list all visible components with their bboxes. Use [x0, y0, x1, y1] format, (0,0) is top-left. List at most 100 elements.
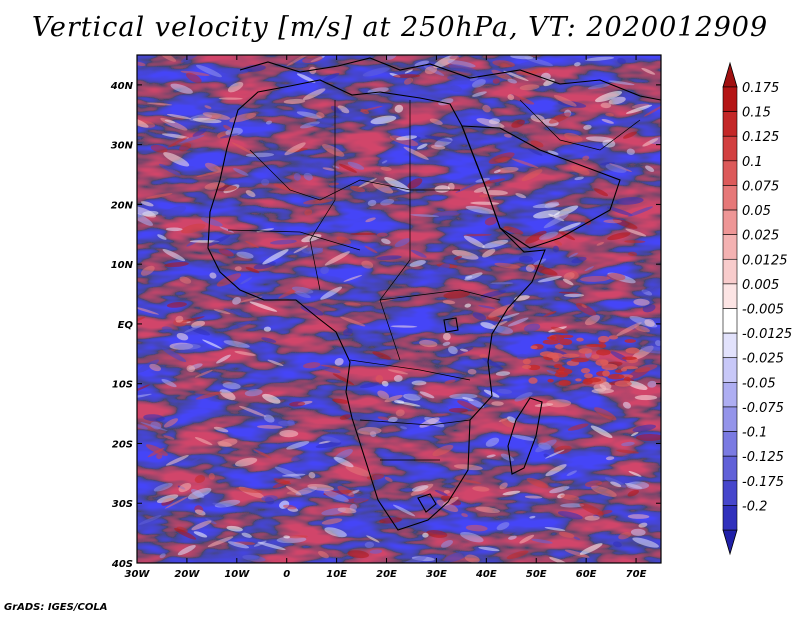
velocity-patch [558, 222, 581, 232]
colorbar-label: 0.005 [742, 278, 779, 293]
velocity-patch [140, 201, 154, 207]
velocity-patch [278, 420, 296, 427]
velocity-patch [571, 256, 587, 264]
velocity-patch [597, 509, 613, 515]
velocity-patch [161, 133, 189, 139]
velocity-patch [634, 364, 658, 373]
velocity-patch [267, 359, 284, 367]
velocity-patch [449, 85, 462, 92]
velocity-patch [594, 90, 623, 103]
velocity-patch [303, 88, 326, 101]
velocity-patch [632, 424, 657, 433]
velocity-patch [410, 214, 440, 217]
velocity-patch [361, 260, 374, 269]
colorbar-swatch [722, 160, 738, 186]
velocity-patch [465, 205, 496, 214]
colorbar-label: -0.1 [742, 426, 767, 441]
velocity-patch [179, 276, 192, 284]
velocity-patch [544, 526, 566, 531]
velocity-patch [462, 397, 474, 402]
velocity-patch [626, 481, 650, 490]
velocity-patch [387, 416, 398, 423]
velocity-patch [532, 203, 560, 209]
velocity-patch [553, 95, 577, 107]
velocity-patch [586, 343, 603, 347]
plot-frame [136, 54, 662, 564]
lon-tick-label: 20W [174, 569, 200, 580]
velocity-patch [564, 549, 590, 558]
velocity-patch [291, 286, 314, 294]
lon-tick-label: 10W [224, 569, 250, 580]
velocity-patch [364, 541, 375, 549]
velocity-patch [510, 55, 534, 60]
velocity-patch [261, 495, 278, 502]
velocity-patch [628, 471, 642, 477]
velocity-patch [634, 325, 650, 333]
velocity-patch [395, 409, 405, 417]
velocity-patch [434, 185, 450, 193]
velocity-patch [518, 255, 534, 263]
velocity-patch [153, 482, 173, 492]
velocity-patch [587, 83, 612, 90]
velocity-patch [249, 301, 278, 312]
velocity-patch [409, 260, 426, 267]
colorbar-label: 0.0125 [742, 253, 788, 268]
velocity-patch [142, 210, 159, 217]
velocity-patch [375, 375, 384, 383]
velocity-patch [419, 391, 435, 399]
velocity-patch [600, 102, 612, 109]
velocity-patch [610, 481, 622, 488]
velocity-patch [591, 388, 615, 394]
velocity-patch [389, 135, 419, 146]
velocity-patch [163, 418, 179, 428]
velocity-patch [553, 205, 579, 218]
velocity-patch [228, 541, 250, 549]
velocity-patch [444, 379, 456, 384]
velocity-patch [137, 316, 146, 323]
velocity-patch [387, 369, 409, 375]
colorbar-label: -0.025 [742, 352, 784, 367]
border-line [349, 359, 471, 381]
velocity-patch [149, 363, 161, 372]
velocity-patch [328, 182, 340, 186]
colorbar-swatch [722, 234, 738, 260]
velocity-patch [560, 503, 585, 508]
velocity-patch [189, 457, 201, 464]
velocity-patch [453, 255, 463, 260]
colorbar-label: 0.05 [742, 204, 771, 219]
velocity-patch [362, 67, 390, 77]
velocity-patch [527, 364, 541, 371]
velocity-patch [478, 546, 500, 552]
colorbar-label: 0.15 [742, 106, 771, 121]
velocity-patch [357, 427, 382, 435]
colorbar-label: 0.025 [742, 229, 779, 244]
velocity-patch [500, 418, 514, 428]
velocity-patch [579, 543, 603, 555]
south-africa-highland [417, 493, 437, 513]
velocity-patch [140, 422, 168, 431]
velocity-patch [291, 454, 305, 462]
velocity-patch [630, 528, 646, 536]
velocity-patch [334, 357, 344, 366]
velocity-patch [449, 55, 460, 60]
velocity-patch [626, 148, 635, 155]
velocity-patch [525, 264, 535, 272]
velocity-patch [196, 64, 222, 78]
colorbar-swatch [722, 135, 738, 162]
colorbar-label: -0.005 [742, 303, 784, 318]
velocity-patch [393, 504, 416, 517]
velocity-patch [606, 273, 626, 281]
velocity-patch [177, 545, 196, 556]
velocity-patch [399, 556, 427, 563]
velocity-patch [601, 118, 614, 124]
velocity-patch [175, 315, 184, 323]
velocity-patch [338, 163, 357, 173]
velocity-patch [173, 343, 201, 350]
colorbar-label: 0.175 [742, 81, 779, 96]
velocity-patch [547, 378, 554, 383]
velocity-patch [323, 490, 349, 502]
velocity-patch [350, 185, 366, 193]
map-title: Vertical velocity [m/s] at 250hPa, VT: 2… [31, 12, 769, 43]
velocity-patch [596, 241, 605, 246]
velocity-patch [574, 176, 584, 181]
